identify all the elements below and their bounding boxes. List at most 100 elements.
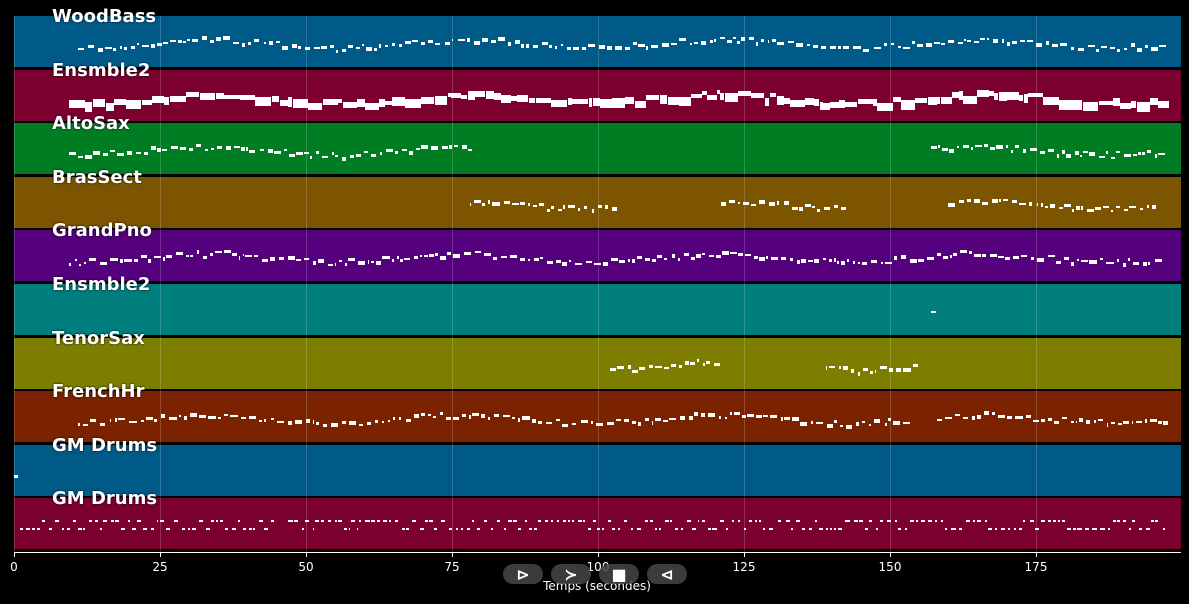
x-tick-label: 125 (732, 560, 756, 574)
note (211, 520, 215, 522)
note (378, 44, 381, 48)
track-3[interactable] (14, 123, 1181, 174)
note (808, 259, 814, 262)
note (911, 41, 915, 45)
note (707, 528, 711, 530)
note (714, 38, 717, 43)
note (1089, 260, 1097, 264)
note (679, 97, 692, 106)
note (551, 206, 554, 210)
back-button[interactable]: ⊲ (647, 564, 687, 584)
note (279, 99, 288, 107)
note (356, 47, 361, 50)
note (838, 366, 841, 369)
x-axis-line (14, 552, 1181, 553)
note (472, 520, 475, 522)
note (537, 520, 542, 522)
note (1138, 528, 1142, 530)
note (829, 528, 832, 530)
note (842, 366, 849, 370)
note (869, 423, 871, 426)
note (174, 520, 178, 522)
note (348, 257, 355, 262)
note (467, 37, 470, 42)
note (916, 44, 923, 47)
note (1115, 151, 1121, 154)
note (691, 256, 696, 260)
note (404, 257, 410, 261)
track-name: WoodBass (52, 6, 157, 27)
note (245, 254, 253, 257)
stop-button[interactable]: ■ (599, 564, 639, 584)
track-10[interactable] (14, 498, 1181, 549)
note (1006, 416, 1013, 420)
note (500, 94, 511, 103)
track-6[interactable] (14, 284, 1181, 335)
note (485, 90, 495, 99)
note (875, 528, 879, 530)
note (766, 256, 769, 260)
track-5[interactable] (14, 230, 1181, 281)
note (527, 202, 531, 207)
note (267, 149, 273, 153)
note (89, 419, 97, 422)
note (837, 261, 840, 264)
note (1085, 528, 1090, 530)
note (571, 520, 575, 522)
note (520, 202, 525, 205)
note (759, 200, 766, 205)
note (628, 258, 630, 263)
track-1[interactable] (14, 16, 1181, 67)
note (551, 520, 554, 522)
note (609, 367, 617, 371)
note (1116, 205, 1121, 209)
note (1029, 520, 1034, 522)
track-9[interactable] (14, 445, 1181, 496)
note (970, 146, 973, 150)
note (317, 259, 324, 263)
note (188, 147, 193, 152)
note (398, 416, 402, 420)
note (725, 416, 727, 420)
note (937, 145, 940, 148)
note (1059, 100, 1066, 111)
note (1123, 263, 1126, 267)
note (348, 528, 351, 530)
note (963, 95, 977, 104)
note (1154, 259, 1162, 263)
note (415, 148, 420, 151)
track-4[interactable] (14, 177, 1181, 228)
note (840, 207, 847, 211)
note (833, 258, 836, 263)
note (1013, 255, 1020, 260)
note (419, 255, 423, 258)
track-7[interactable] (14, 338, 1181, 389)
note (876, 102, 893, 112)
note (764, 97, 770, 107)
track-8[interactable] (14, 391, 1181, 442)
note (421, 413, 425, 416)
note (233, 41, 239, 45)
note (930, 145, 937, 149)
note (1040, 418, 1046, 422)
note (959, 250, 968, 254)
track-2[interactable] (14, 70, 1181, 121)
note (691, 94, 702, 99)
note (434, 528, 437, 530)
note (129, 420, 137, 423)
note (133, 258, 138, 263)
note (1075, 205, 1081, 210)
note (828, 365, 836, 368)
note (859, 520, 864, 522)
note (507, 520, 513, 522)
note (988, 528, 992, 530)
note (413, 255, 418, 260)
note (1150, 47, 1158, 52)
note (880, 365, 887, 370)
note (349, 420, 356, 425)
play-button[interactable]: ⊳ (503, 564, 543, 584)
forward-button[interactable]: ≻ (551, 564, 591, 584)
note (316, 421, 319, 425)
note (833, 528, 837, 530)
note (425, 520, 428, 522)
